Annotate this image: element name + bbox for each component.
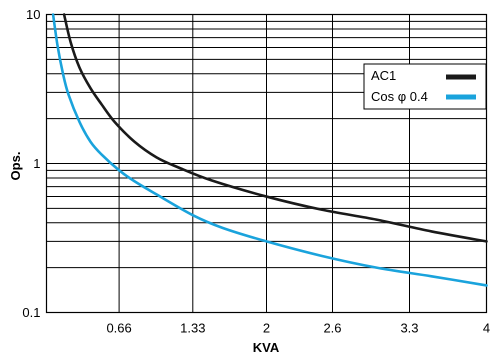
- y-tick-label: 1: [33, 156, 40, 171]
- x-tick-label: 2: [263, 321, 270, 336]
- x-axis-label: KVA: [253, 340, 280, 355]
- y-tick-label: 0.1: [22, 305, 40, 320]
- series-line-ac1: [62, 13, 488, 243]
- x-tick-label: 0.66: [106, 321, 131, 336]
- x-tick-label: 3.3: [400, 321, 418, 336]
- legend-box: [363, 63, 487, 110]
- grid-lines: [46, 14, 487, 313]
- y-tick-label: 10: [26, 7, 40, 22]
- series-line-cos: [51, 13, 488, 287]
- plot-frame: [45, 13, 488, 314]
- series-layer: [51, 13, 488, 287]
- x-tick-label: 4: [483, 321, 490, 336]
- x-tick-label: 2.6: [323, 321, 341, 336]
- legend-label-cos: Cos φ 0.4: [371, 89, 428, 104]
- tick-labels: 0.66 1.33 2 2.6 3.3 4 0.1 1 10: [22, 7, 490, 336]
- legend-label-ac1: AC1: [371, 68, 396, 83]
- x-tick-label: 1.33: [180, 321, 205, 336]
- legend: AC1 Cos φ 0.4: [363, 63, 487, 110]
- y-axis-label: Ops.: [8, 152, 23, 181]
